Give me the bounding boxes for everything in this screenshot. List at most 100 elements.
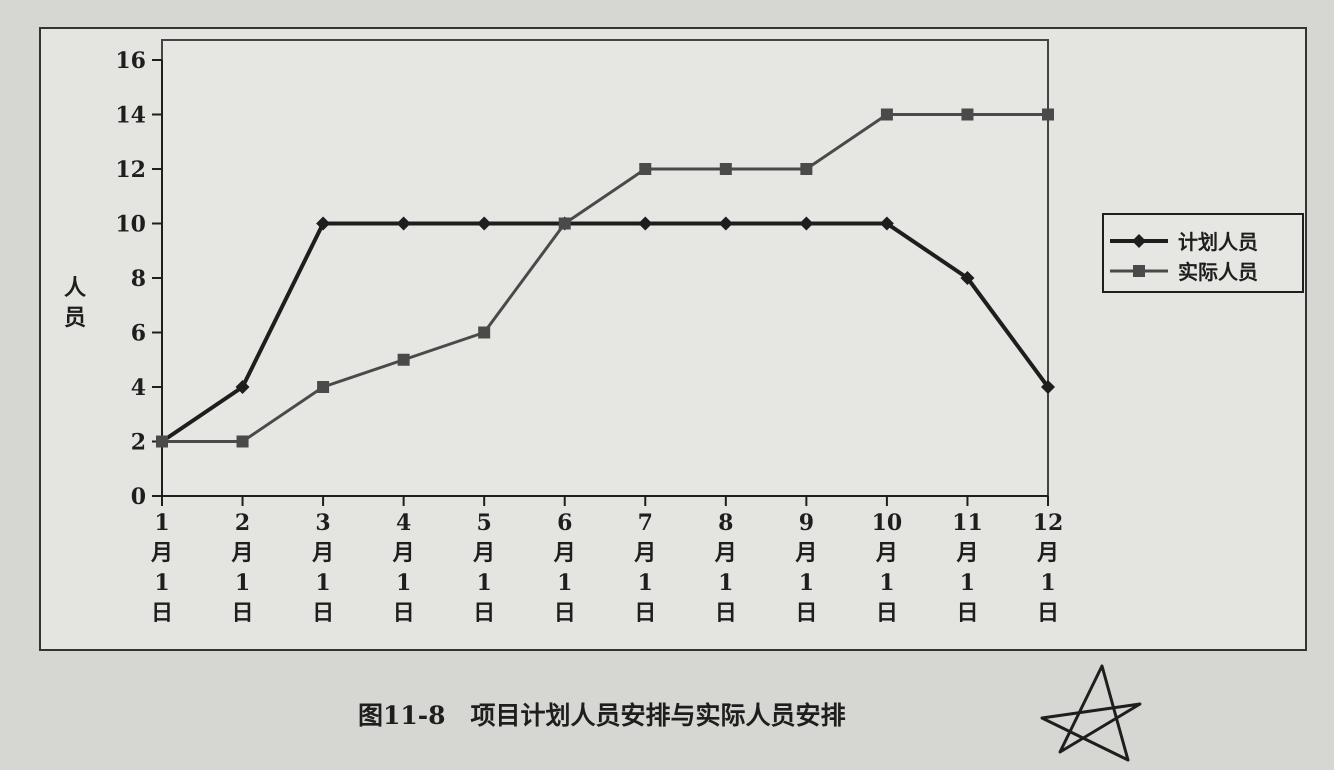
- data-point: [396, 216, 411, 231]
- x-tick-label-part: 日: [554, 600, 576, 626]
- x-tick-label: 8 月 1 日: [714, 510, 737, 626]
- x-tick-label: 6 月 1 日: [553, 510, 576, 626]
- x-tick-label-part: 月: [875, 540, 898, 566]
- data-point: [800, 163, 813, 175]
- series-layer: [155, 108, 1055, 449]
- x-tick-label-part: 9: [799, 510, 814, 536]
- x-tick-label-part: 1: [154, 570, 169, 596]
- y-tick-label: 10: [115, 212, 146, 238]
- legend-label: 计划人员: [1178, 230, 1258, 254]
- data-point: [879, 216, 894, 231]
- x-tick-label-part: 7: [638, 510, 653, 536]
- x-tick-label-part: 月: [794, 540, 817, 566]
- x-tick-label-part: 月: [472, 540, 495, 566]
- x-tick-label-part: 1: [235, 570, 250, 596]
- legend-box: [1102, 213, 1304, 293]
- series-line: [160, 221, 1050, 444]
- x-ticks: 1 月 1 日2 月 1 日3 月 1 日4 月 1 日5 月 1 日6 月 1 日7 月 1 日8 月 1 日9 月 1 日10 月 1…: [150, 496, 1063, 626]
- data-point: [316, 216, 331, 231]
- hand-drawn-star-mark: [1040, 664, 1142, 762]
- x-tick-label-part: 日: [473, 600, 495, 626]
- data-point: [235, 380, 250, 394]
- y-tick-label: 12: [115, 157, 146, 183]
- x-tick-label-part: 月: [1036, 540, 1059, 566]
- x-tick-label: 3 月 1 日: [311, 510, 334, 626]
- plot-area: [161, 39, 1049, 497]
- x-tick-label-part: 1: [799, 570, 814, 596]
- data-point: [961, 108, 974, 121]
- data-point: [558, 217, 571, 230]
- data-point: [718, 216, 733, 231]
- x-tick-label-part: 4: [396, 510, 411, 536]
- legend-marker: [1133, 265, 1145, 277]
- x-tick-label-part: 日: [634, 600, 656, 626]
- x-tick-label-part: 月: [714, 540, 737, 566]
- x-tick-label-part: 月: [553, 540, 576, 566]
- x-tick-label-part: 日: [151, 600, 173, 626]
- x-tick-label: 12 月 1 日: [1033, 510, 1064, 626]
- x-tick-label-part: 1: [960, 570, 975, 596]
- data-point: [639, 163, 652, 175]
- x-tick-label-part: 6: [557, 510, 572, 536]
- x-tick-label-part: 3: [315, 510, 330, 536]
- x-tick-label: 5 月 1 日: [472, 510, 495, 626]
- data-point: [317, 381, 330, 393]
- data-point: [477, 216, 492, 231]
- x-tick-label: 9 月 1 日: [794, 510, 817, 626]
- series-line: [162, 113, 1048, 443]
- x-tick-label-part: 月: [231, 540, 254, 566]
- y-ticks: 0 2 4 6 8 10 12 14 16: [115, 48, 162, 510]
- legend-marker: [1132, 234, 1146, 248]
- x-tick-label-part: 日: [232, 600, 254, 626]
- data-point: [799, 216, 814, 231]
- data-point: [478, 326, 491, 339]
- data-point: [880, 108, 893, 121]
- data-point: [1041, 380, 1055, 394]
- x-tick-label-part: 1: [557, 570, 572, 596]
- x-tick-label-part: 月: [633, 540, 656, 566]
- x-tick-label-part: 12: [1033, 510, 1064, 536]
- x-tick-label: 2 月 1 日: [231, 510, 254, 626]
- figure-caption: 图11-8 项目计划人员安排与实际人员安排: [358, 701, 846, 730]
- data-point: [960, 271, 975, 285]
- x-tick-label-part: 2: [235, 510, 250, 536]
- data-point: [156, 435, 168, 448]
- x-tick-label: 4 月 1 日: [392, 510, 415, 626]
- x-tick-label: 10 月 1 日: [872, 510, 903, 626]
- series-2: [156, 108, 1054, 448]
- x-tick-label-part: 日: [393, 600, 415, 626]
- data-point: [1042, 108, 1054, 121]
- x-tick-label-part: 1: [315, 570, 330, 596]
- x-tick-label-part: 日: [876, 600, 898, 626]
- y-tick-label: 2: [131, 430, 146, 456]
- x-tick-label: 11 月 1 日: [952, 510, 983, 626]
- data-point: [638, 216, 653, 231]
- y-tick-label: 16: [115, 48, 146, 74]
- x-tick-label-part: 月: [955, 540, 978, 566]
- x-tick-label-part: 1: [477, 570, 492, 596]
- x-tick-label-part: 月: [311, 540, 334, 566]
- y-axis-title: 人员: [64, 275, 86, 331]
- x-tick-label-part: 1: [154, 510, 169, 536]
- x-tick-label-part: 日: [956, 600, 978, 626]
- data-point: [397, 353, 410, 366]
- x-tick-label-part: 1: [638, 570, 653, 596]
- x-tick-label: 7 月 1 日: [633, 510, 656, 626]
- x-tick-label-part: 日: [1037, 600, 1059, 626]
- x-tick-label-part: 月: [150, 540, 173, 566]
- x-tick-label-part: 11: [952, 510, 983, 536]
- x-tick-label-part: 1: [396, 570, 411, 596]
- x-tick-label-part: 日: [312, 600, 334, 626]
- y-tick-label: 0: [131, 484, 146, 510]
- series-1: [155, 216, 1055, 449]
- data-point: [236, 435, 249, 448]
- legend-label: 实际人员: [1178, 260, 1258, 284]
- y-tick-label: 8: [131, 266, 146, 292]
- x-tick-label-part: 日: [715, 600, 737, 626]
- y-tick-label: 14: [115, 103, 146, 129]
- x-tick-label-part: 1: [879, 570, 894, 596]
